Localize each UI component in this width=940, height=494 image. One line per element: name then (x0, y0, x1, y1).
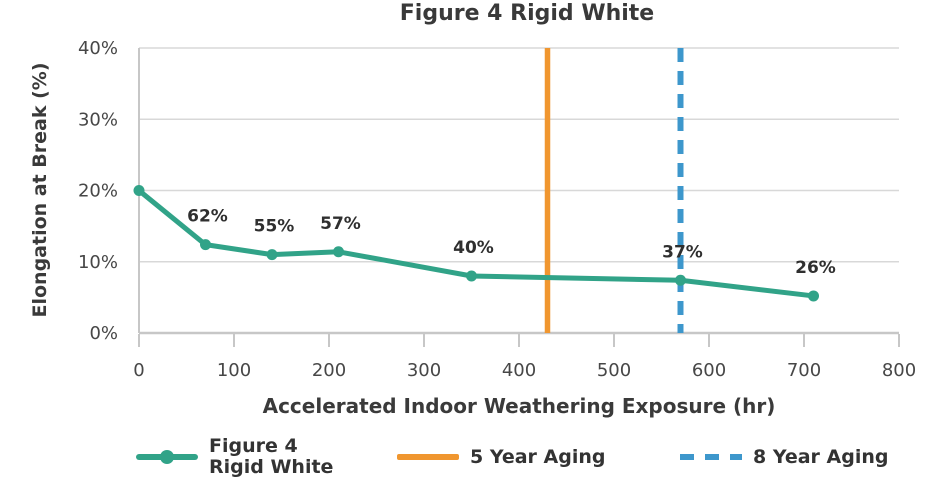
data-point (466, 270, 477, 282)
five-year-line-swatch (397, 454, 459, 460)
x-tick-label: 600 (692, 360, 726, 381)
data-point-label: 62% (187, 207, 228, 227)
plot-area: 0% 10% 20% 30% 40% 0 100 200 300 400 500 600 700 800 6… (78, 38, 916, 381)
x-tick-label: 100 (217, 360, 251, 381)
data-point-label: 37% (662, 242, 703, 262)
data-point-label: 55% (254, 217, 295, 237)
legend-label-series: Figure 4 Rigid White (209, 436, 333, 478)
x-tick-label: 700 (787, 360, 821, 381)
eight-year-dashed-line-swatch (680, 454, 742, 460)
legend-label-series-line1: Figure 4 (209, 435, 298, 457)
chart-title: Figure 4 Rigid White (399, 1, 655, 26)
data-point (133, 185, 145, 196)
x-tick-label: 200 (312, 360, 346, 381)
x-tick-label: 300 (407, 360, 441, 381)
data-point-label: 40% (453, 238, 494, 258)
x-tick-label: 500 (597, 360, 631, 381)
data-point (808, 290, 819, 302)
series-marker-dot-icon (160, 450, 174, 464)
legend-label-series-line2: Rigid White (209, 456, 334, 478)
y-tick-label: 30% (78, 109, 118, 130)
y-tick-label: 20% (78, 181, 118, 202)
data-point-label: 57% (320, 214, 361, 234)
data-point (200, 239, 211, 251)
y-tick-label: 0% (89, 323, 118, 344)
x-axis-title: Accelerated Indoor Weathering Exposure (… (262, 394, 776, 418)
legend-item-8-year-aging: 8 Year Aging (680, 428, 889, 486)
data-point (675, 274, 686, 286)
y-tick-label: 10% (78, 252, 118, 273)
x-tick-label: 0 (133, 360, 144, 381)
legend-item-5-year-aging: 5 Year Aging (397, 428, 606, 486)
legend-label-5-year-aging: 5 Year Aging (470, 445, 606, 468)
y-tick-label: 40% (78, 38, 118, 59)
x-tick-label: 800 (882, 360, 916, 381)
data-point (333, 246, 344, 258)
x-tick-label: 400 (502, 360, 536, 381)
series-line-swatch (136, 450, 198, 464)
data-point (266, 249, 278, 261)
legend-item-series: Figure 4 Rigid White (136, 428, 333, 486)
legend-label-8-year-aging: 8 Year Aging (753, 445, 889, 468)
data-point-label: 26% (795, 258, 836, 278)
legend: Figure 4 Rigid White 5 Year Aging 8 Year… (0, 428, 940, 486)
